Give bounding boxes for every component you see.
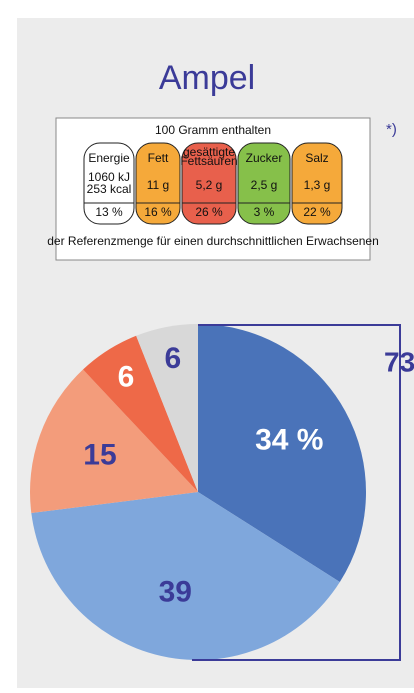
nutrient-name: Zucker	[246, 151, 283, 165]
nutrient-percent: 22 %	[303, 205, 331, 219]
nutrient-value: 1060 kJ	[88, 170, 130, 184]
title: Ampel	[159, 59, 255, 97]
slice-label: 6	[118, 360, 135, 393]
nutrient-name: Salz	[305, 151, 328, 165]
nutrition-column	[237, 142, 291, 225]
nutrient-value: 253 kcal	[87, 182, 132, 196]
slice-label: 39	[159, 576, 192, 609]
nutrient-value: 1,3 g	[304, 178, 331, 192]
nutrient-percent: 16 %	[144, 205, 172, 219]
nutrient-name: Fett	[148, 151, 169, 165]
nutrient-value: 5,2 g	[196, 178, 223, 192]
pie-slice	[82, 335, 198, 492]
footnote-mark: *)	[386, 121, 397, 138]
nutrient-value: 11 g	[147, 178, 169, 192]
nutrition-footer: der Referenzmenge für einen durchschnitt…	[47, 234, 379, 248]
pie-slice	[30, 369, 199, 514]
pie-slice	[136, 324, 198, 492]
nutrient-name: Energie	[88, 151, 130, 165]
nutrient-percent: 13 %	[95, 205, 123, 219]
nutrition-column	[291, 142, 343, 225]
nutrient-name: gesättigte	[183, 145, 235, 159]
nutrient-name: Fettsäuren	[180, 154, 237, 168]
nutrient-percent: 3 %	[254, 205, 275, 219]
slice-label: 15	[83, 439, 116, 472]
nutrient-value: 2,5 g	[251, 178, 278, 192]
nutrition-column	[181, 142, 237, 225]
nutrition-heading: 100 Gramm enthalten	[155, 123, 271, 137]
bracket-label: 73	[384, 346, 414, 377]
pie-slice	[198, 324, 366, 583]
slice-label: 6	[164, 342, 181, 375]
pie-slice	[31, 492, 340, 661]
slice-label: 34 %	[255, 424, 323, 457]
nutrition-column	[135, 142, 181, 225]
nutrition-column	[83, 142, 135, 225]
nutrient-percent: 26 %	[195, 205, 223, 219]
bracket	[192, 324, 401, 661]
